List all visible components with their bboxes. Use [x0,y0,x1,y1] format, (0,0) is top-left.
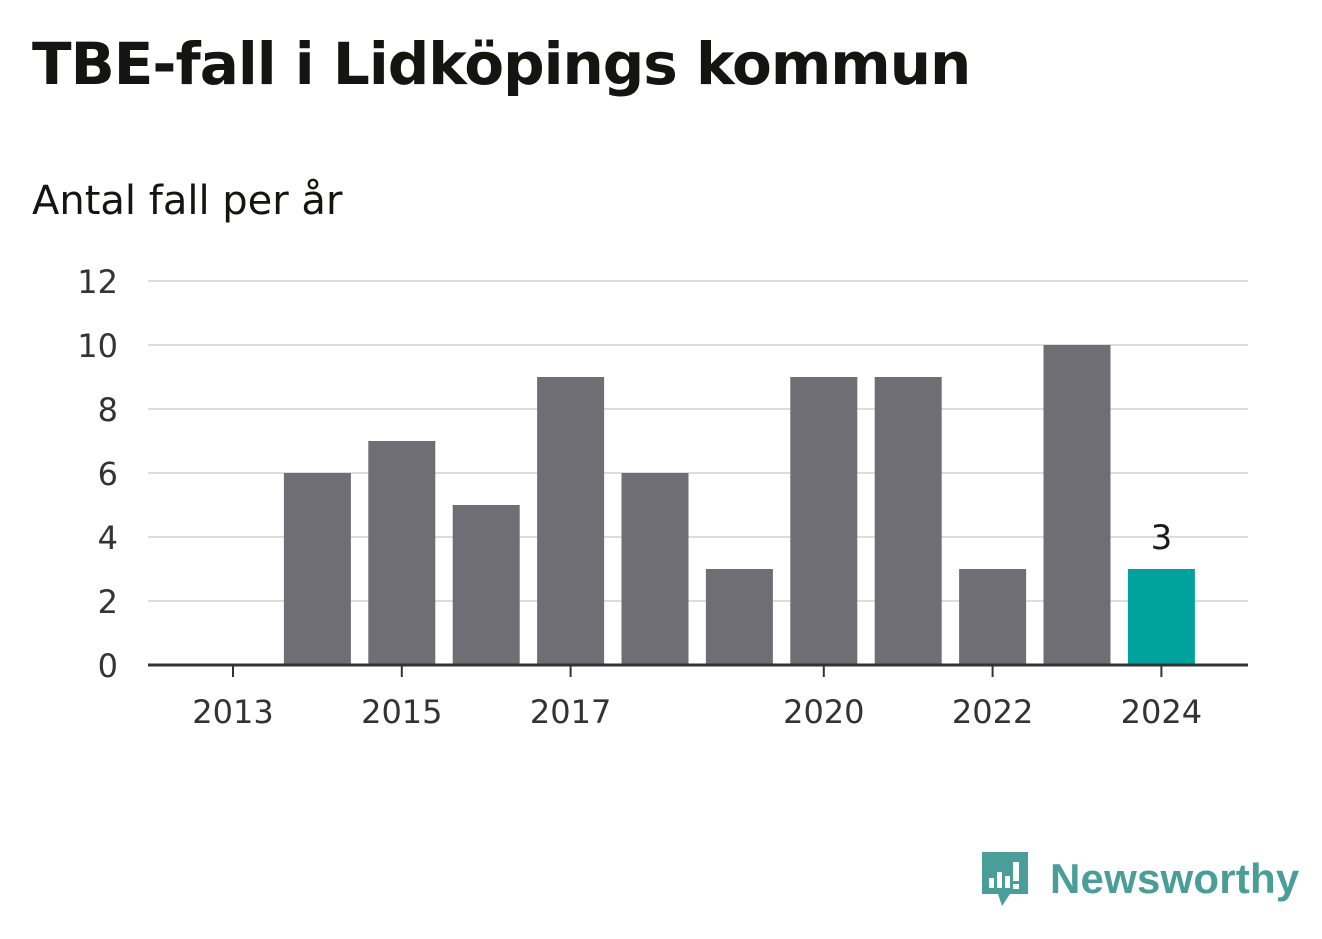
bar-2016 [452,505,520,665]
bar-2017 [537,377,605,665]
data-labels: 3 [1151,518,1173,558]
bar-2019 [705,569,773,665]
x-tick-label: 2024 [1121,693,1202,731]
chart-title: TBE-fall i Lidköpings kommun [32,30,971,98]
x-tick-label: 2017 [530,693,611,731]
bar-2020 [790,377,858,665]
bar-2014 [283,473,351,665]
bar-2018 [621,473,689,665]
y-tick-label: 6 [98,455,118,493]
bar-2021 [874,377,942,665]
x-tick-label: 2015 [361,693,442,731]
y-tick-label: 2 [98,583,118,621]
chart-subtitle: Antal fall per år [32,178,343,224]
y-tick-label: 0 [98,647,118,685]
bar-chart: 0 2 4 6 8 10 12 2013 2015 2017 2020 2022 2024 3 [77,263,1248,731]
brand-logo: Newsworthy [980,848,1299,910]
x-tick-label: 2013 [192,693,273,731]
y-tick-label: 12 [77,263,118,301]
brand-name: Newsworthy [1050,855,1300,902]
x-tick-label: 2020 [783,693,864,731]
bar-2024 [1127,569,1195,665]
y-tick-label: 10 [77,327,118,365]
y-tick-label: 4 [98,519,118,557]
bar-2023 [1043,345,1111,665]
data-label-2024: 3 [1151,518,1173,558]
y-axis-ticks: 0 2 4 6 8 10 12 [77,263,118,685]
x-tick-label: 2022 [952,693,1033,731]
x-axis-ticks: 2013 2015 2017 2020 2022 2024 [192,665,1202,731]
bar-2022 [959,569,1027,665]
bars [283,345,1195,665]
y-tick-label: 8 [98,391,118,429]
bar-2015 [368,441,436,665]
newsworthy-logo-icon [982,852,1028,906]
